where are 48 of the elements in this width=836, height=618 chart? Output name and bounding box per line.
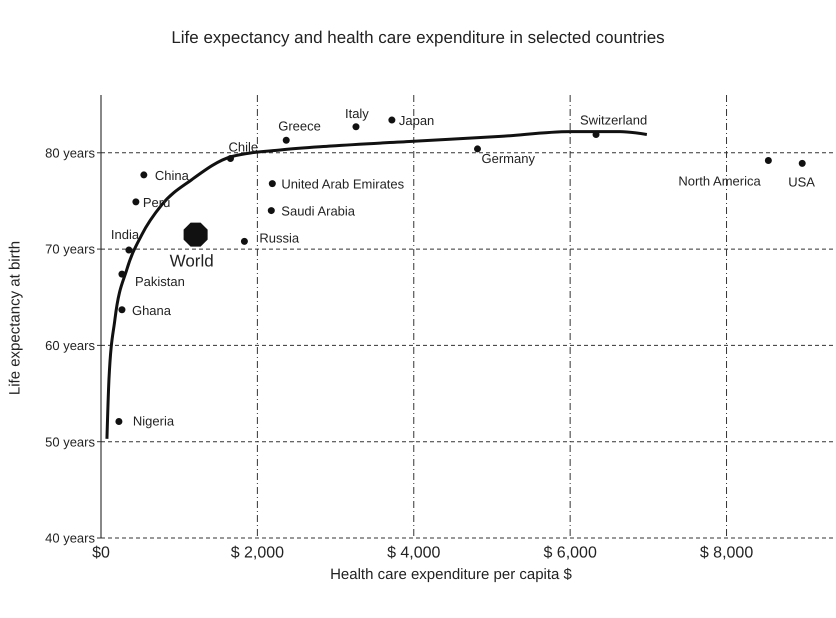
point [798,160,806,167]
annotation: United Arab Emirates [281,176,405,192]
point [268,180,276,188]
y-tick-label: 50 years [45,434,96,450]
y-tick-label: 80 years [45,145,96,160]
point [118,306,126,314]
annotation: Germany [481,150,536,166]
x-tick-label: $0 [92,544,110,562]
annotation: Russia [259,230,300,246]
series-label: World [170,252,214,271]
annotation: Greece [278,118,321,134]
annotation: Italy [344,106,370,121]
x-tick-label: $ 6,000 [543,544,597,562]
point [764,156,772,164]
annotation: Saudi Arabia [281,204,356,219]
annotation: China [154,168,190,183]
point [474,145,481,152]
point [282,136,290,144]
annotation: Pakistan [134,274,185,290]
point [388,116,396,124]
chart-title: Life expectancy and health care expenditure in selected countries [170,28,666,48]
x-tick-label: $ 4,000 [387,544,441,562]
annotation: Ghana [132,302,172,318]
point [115,418,122,425]
point [118,270,126,278]
annotation: India [110,227,140,242]
point [268,207,275,214]
x-tick-label: $ 2,000 [230,544,284,562]
annotation: Chile [228,140,258,155]
y-axis-title: Life expectancy at birth [6,240,24,396]
point [125,246,132,254]
point [140,171,148,178]
annotation: Nigeria [132,413,175,428]
y-tick-label: 60 years [45,338,96,354]
point [132,198,140,206]
line-series [105,130,648,440]
y-tick-label: 40 years [45,530,96,546]
point [184,222,208,247]
annotation: North America [678,173,762,188]
annotation: USA [788,174,816,190]
point [226,155,234,162]
point [240,238,248,245]
annotation: Switzerland [580,112,648,128]
point [352,123,360,130]
y-tick-label: 70 years [45,242,96,257]
annotation: Japan [398,113,434,128]
x-axis-title: Health care expenditure per capita $ [329,566,573,583]
x-tick-label: $ 8,000 [700,544,754,562]
